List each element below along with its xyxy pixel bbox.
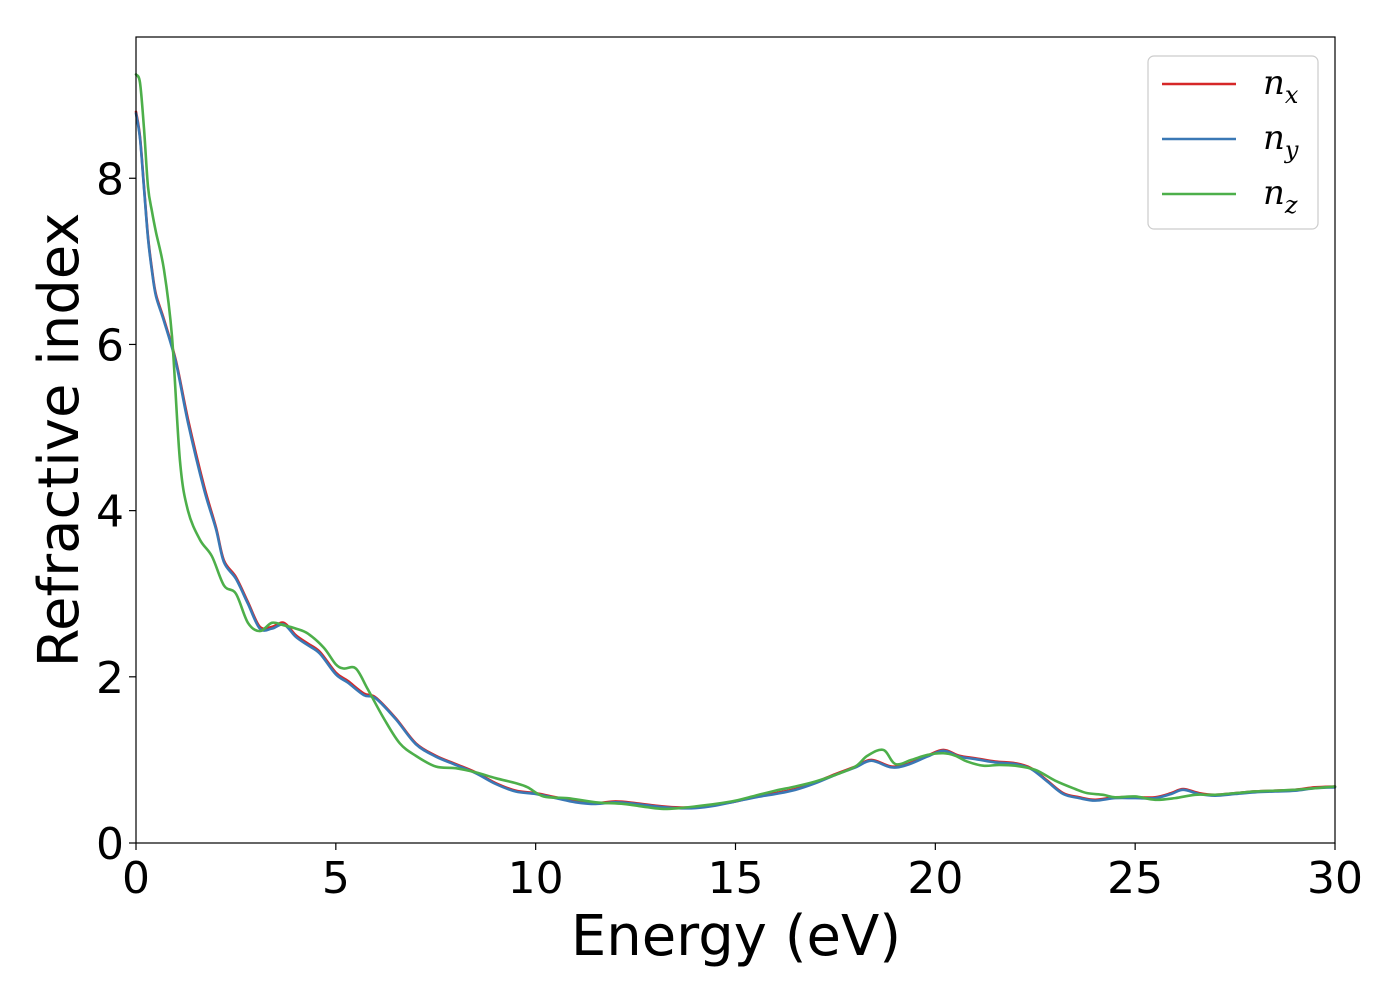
series-layer [134,73,1337,811]
legend-label-base: n [1263,173,1285,213]
legend-label-subscript: x [1285,81,1299,109]
y-tick-label: 2 [96,653,124,704]
y-tick-label: 0 [96,819,124,870]
legend-label: ny [1263,118,1299,164]
legend-label-subscript: y [1284,136,1299,164]
x-axis-ticks: 0 5 10 15 20 25 30 [122,843,1363,904]
legend-label-base: n [1263,118,1285,158]
series-line-n-z [134,73,1337,811]
x-tick-label: 30 [1307,853,1363,904]
y-tick-label: 6 [96,320,124,371]
legend-label: nz [1263,173,1298,219]
x-tick-label: 25 [1107,853,1163,904]
x-axis-title: Energy (eV) [571,904,901,969]
x-tick-label: 10 [508,853,564,904]
y-tick-label: 4 [96,487,124,538]
x-tick-label: 20 [907,853,963,904]
x-tick-label: 15 [708,853,764,904]
y-axis-title: Refractive index [27,213,92,668]
legend-label-subscript: z [1284,191,1298,219]
y-tick-label: 8 [96,154,124,205]
x-tick-label: 0 [122,853,150,904]
y-axis-ticks: 0 2 4 6 8 [96,154,136,870]
x-tick-label: 5 [322,853,350,904]
legend-label-base: n [1263,63,1285,103]
series-line-n-y [134,112,1337,810]
legend-label: nx [1263,63,1299,109]
legend-box [1147,55,1319,230]
